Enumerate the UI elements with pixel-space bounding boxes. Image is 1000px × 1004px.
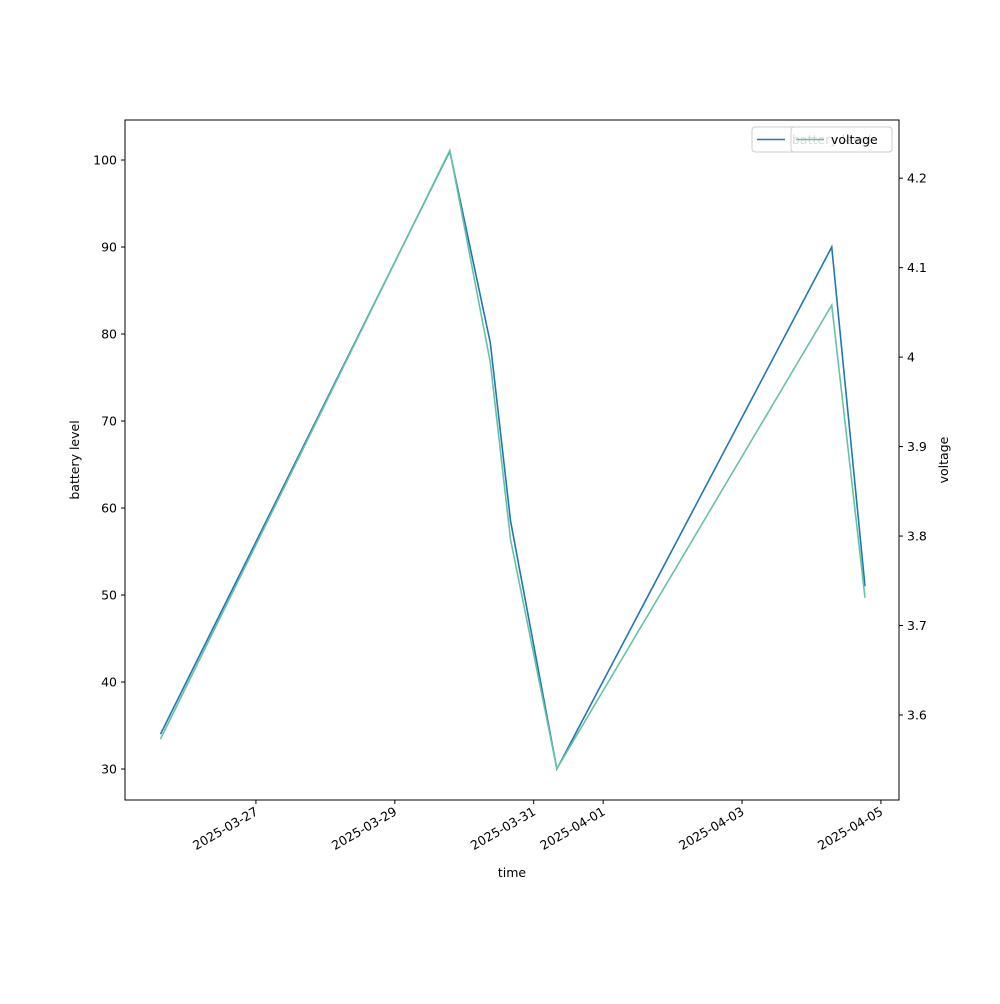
x-tick-label: 2025-03-31 [468, 804, 538, 853]
legend-label: voltage [831, 132, 878, 147]
x-tick-label: 2025-04-03 [676, 804, 746, 853]
y-axis-label: battery level [67, 420, 82, 499]
data-line [159, 148, 866, 772]
x-tick-label: 2025-04-05 [815, 804, 885, 853]
data-line [159, 147, 866, 771]
x-tick-label: 2025-03-29 [329, 804, 399, 853]
y2-tick-label: 4.2 [907, 171, 927, 186]
x-tick-label: 2025-04-01 [537, 804, 607, 853]
plot-frame [124, 119, 900, 801]
y2-tick-label: 4.1 [907, 260, 927, 275]
x-tick-label: 2025-03-27 [190, 804, 260, 853]
y-tick-label: 40 [101, 675, 117, 690]
x-axis-label: time [498, 865, 527, 880]
legend-box [790, 126, 893, 153]
y-tick-label: 80 [101, 327, 117, 342]
y-tick-label: 100 [93, 153, 117, 168]
y2-tick-label: 3.7 [907, 618, 927, 633]
y2-tick-label: 4 [907, 350, 915, 365]
y2-tick-label: 3.6 [907, 708, 927, 723]
y2-tick-label: 3.9 [907, 439, 927, 454]
y-tick-label: 50 [101, 588, 117, 603]
y-tick-label: 60 [101, 501, 117, 516]
y-tick-label: 30 [101, 762, 117, 777]
y2-tick-label: 3.8 [907, 529, 927, 544]
y2-axis-label: voltage [936, 436, 951, 483]
y-tick-label: 70 [101, 414, 117, 429]
y-tick-label: 90 [101, 240, 117, 255]
